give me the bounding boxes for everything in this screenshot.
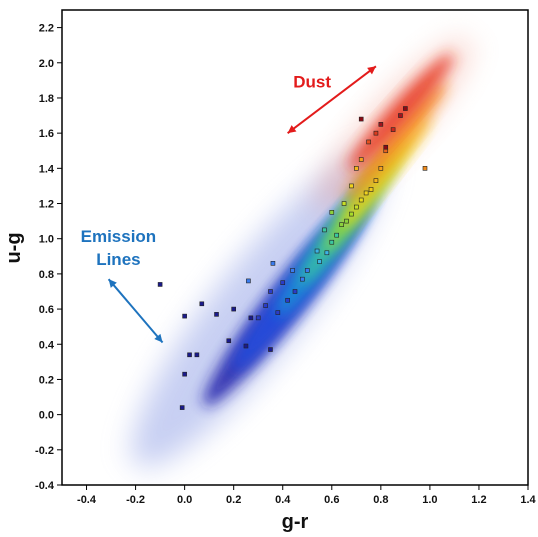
data-point-54 bbox=[246, 278, 251, 284]
data-point-10 bbox=[268, 347, 273, 352]
y-tick-label-5: 0.6 bbox=[39, 304, 54, 316]
data-point-1 bbox=[182, 313, 187, 319]
data-point-6 bbox=[182, 371, 187, 377]
y-tick-label-13: 2.2 bbox=[39, 23, 54, 35]
data-point-45 bbox=[314, 248, 320, 254]
x-tick-label-9: 1.4 bbox=[520, 494, 536, 506]
y-tick-label-1: -0.2 bbox=[35, 445, 54, 457]
y-tick-label-9: 1.4 bbox=[39, 163, 55, 175]
data-point-50 bbox=[290, 268, 295, 273]
data-point-19 bbox=[270, 261, 276, 266]
data-point-48 bbox=[322, 227, 327, 233]
data-point-52 bbox=[248, 315, 254, 321]
x-tick-label-0: -0.4 bbox=[77, 494, 97, 506]
density-band-5 bbox=[341, 116, 430, 228]
annotation-arrow-1 bbox=[107, 278, 164, 344]
data-point-40 bbox=[398, 113, 403, 118]
y-tick-label-3: 0.2 bbox=[39, 374, 54, 386]
data-point-51 bbox=[280, 280, 286, 285]
data-point-37 bbox=[366, 139, 371, 145]
data-point-8 bbox=[226, 338, 232, 344]
x-tick-label-8: 1.2 bbox=[471, 494, 486, 506]
data-point-20 bbox=[317, 259, 322, 264]
data-point-24 bbox=[339, 222, 344, 227]
data-point-9 bbox=[243, 343, 249, 349]
plot-area bbox=[131, 38, 471, 468]
data-point-17 bbox=[300, 276, 305, 282]
x-axis: -0.4 -0.2 0.0 0.2 0.4 0.6 0.8 1.0 1.2 1.4 bbox=[77, 485, 537, 506]
data-points bbox=[157, 106, 428, 410]
data-point-3 bbox=[214, 312, 219, 317]
data-point-53 bbox=[231, 306, 236, 312]
data-point-29 bbox=[363, 190, 369, 196]
x-tick-label-7: 1.0 bbox=[422, 494, 437, 506]
data-point-11 bbox=[255, 315, 261, 321]
y-axis: -0.4 -0.2 0.0 0.2 0.4 0.6 0.8 1.0 1.2 1.4 1.6 1.8 2.… bbox=[35, 23, 62, 492]
data-point-25 bbox=[344, 218, 349, 224]
data-point-49 bbox=[349, 183, 354, 189]
y-tick-label-0: -0.4 bbox=[35, 480, 55, 492]
density-band-7 bbox=[347, 53, 453, 171]
data-point-43 bbox=[403, 106, 408, 111]
data-point-28 bbox=[358, 197, 364, 203]
x-tick-label-3: 0.2 bbox=[226, 494, 241, 506]
data-point-2 bbox=[199, 301, 205, 307]
data-point-14 bbox=[285, 297, 290, 303]
data-point-15 bbox=[292, 289, 298, 294]
y-tick-label-4: 0.4 bbox=[39, 339, 55, 351]
x-axis-title: g-r bbox=[282, 511, 309, 533]
x-tick-label-1: -0.2 bbox=[126, 494, 145, 506]
data-point-31 bbox=[373, 178, 379, 183]
annotation-1: Emission bbox=[81, 227, 157, 246]
data-point-21 bbox=[324, 250, 330, 256]
data-point-16 bbox=[268, 289, 273, 294]
data-point-7 bbox=[179, 405, 185, 410]
data-point-12 bbox=[263, 303, 268, 308]
plot-frame bbox=[61, 9, 529, 486]
x-tick-label-5: 0.6 bbox=[324, 494, 339, 506]
y-axis-title: u-g bbox=[3, 232, 25, 263]
data-point-38 bbox=[373, 130, 379, 136]
data-point-22 bbox=[329, 239, 335, 245]
y-tick-label-12: 2.0 bbox=[39, 58, 54, 70]
data-point-42 bbox=[358, 116, 364, 122]
annotation-arrow-0 bbox=[287, 65, 377, 134]
data-point-32 bbox=[354, 166, 359, 171]
y-tick-label-6: 0.8 bbox=[39, 269, 54, 281]
data-point-47 bbox=[329, 210, 335, 215]
data-point-39 bbox=[390, 127, 396, 132]
y-tick-label-8: 1.2 bbox=[39, 199, 54, 211]
data-point-26 bbox=[349, 211, 354, 217]
y-tick-label-10: 1.6 bbox=[39, 128, 54, 140]
data-point-27 bbox=[354, 204, 359, 210]
data-point-23 bbox=[334, 232, 339, 238]
density-band-6 bbox=[345, 82, 447, 202]
annotations: Dust Emission Lines bbox=[81, 65, 377, 344]
data-point-33 bbox=[358, 157, 364, 162]
annotation-0: Dust bbox=[293, 72, 331, 91]
data-point-18 bbox=[304, 268, 310, 273]
y-tick-label-11: 1.8 bbox=[39, 93, 54, 105]
data-point-13 bbox=[275, 310, 281, 315]
x-tick-label-6: 0.8 bbox=[373, 494, 388, 506]
data-point-46 bbox=[341, 201, 347, 206]
y-tick-label-2: 0.0 bbox=[39, 410, 54, 422]
data-point-30 bbox=[368, 187, 374, 192]
annotation-2: Lines bbox=[96, 250, 140, 269]
y-tick-label-7: 1.0 bbox=[39, 234, 54, 246]
data-point-41 bbox=[378, 122, 384, 127]
data-point-0 bbox=[157, 282, 163, 287]
x-tick-label-2: 0.0 bbox=[177, 494, 192, 506]
x-tick-label-4: 0.4 bbox=[275, 494, 291, 506]
data-point-44 bbox=[383, 144, 389, 150]
data-point-35 bbox=[422, 166, 428, 171]
data-point-5 bbox=[194, 352, 200, 358]
data-point-4 bbox=[187, 352, 192, 358]
data-point-34 bbox=[378, 166, 384, 171]
